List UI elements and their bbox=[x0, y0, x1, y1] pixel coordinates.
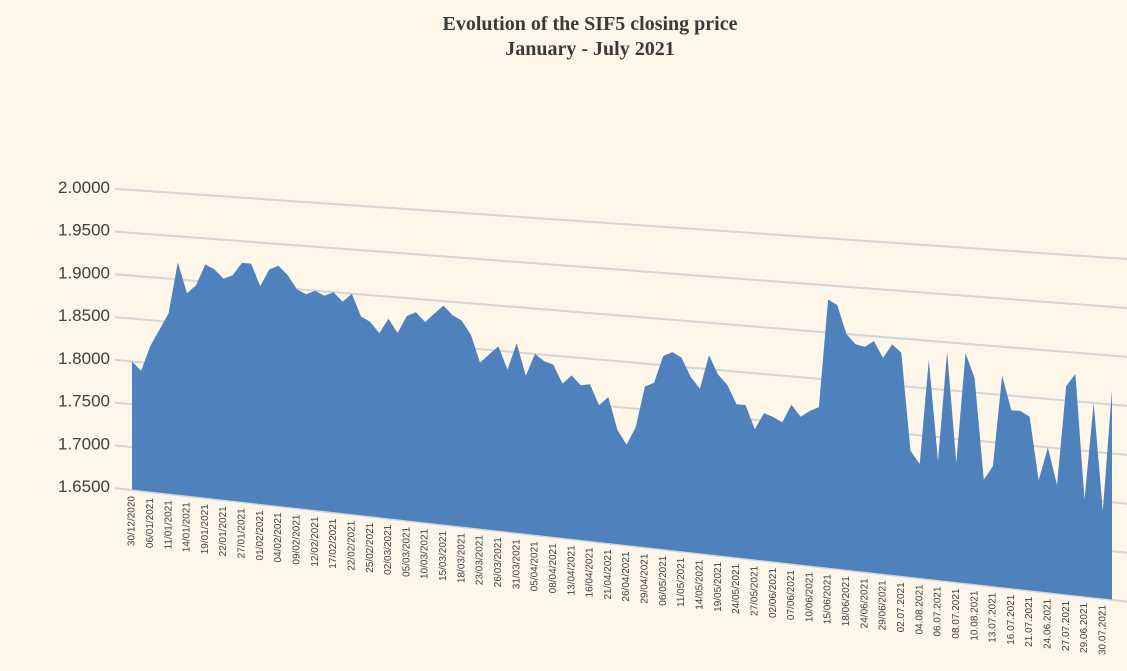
x-tick-label: 11/01/2021 bbox=[163, 500, 174, 550]
x-tick-label: 02/03/2021 bbox=[383, 524, 394, 574]
y-tick-label: 1.8000 bbox=[58, 349, 110, 368]
x-tick-label: 08.07.2021 bbox=[951, 588, 962, 638]
x-tick-label: 26/03/2021 bbox=[493, 537, 504, 587]
y-tick-label: 1.9500 bbox=[58, 221, 110, 240]
y-tick-label: 1.6500 bbox=[58, 477, 110, 496]
x-tick-label: 22/02/2021 bbox=[346, 520, 357, 570]
x-tick-label: 18/06/2021 bbox=[841, 576, 852, 626]
x-tick-label: 04.08.2021 bbox=[914, 584, 925, 634]
x-tick-label: 10/06/2021 bbox=[804, 572, 815, 622]
x-tick-label: 15/06/2021 bbox=[823, 574, 834, 624]
x-tick-label: 24/05/2021 bbox=[731, 563, 742, 613]
x-tick-label: 10/03/2021 bbox=[420, 528, 431, 578]
x-tick-label: 02/06/2021 bbox=[768, 568, 779, 618]
x-tick-label: 23/03/2021 bbox=[475, 535, 486, 585]
x-tick-label: 01/02/2021 bbox=[255, 510, 266, 560]
x-tick-label: 30.07.2021 bbox=[1097, 605, 1108, 655]
x-tick-label: 13/04/2021 bbox=[566, 545, 577, 595]
x-tick-label: 19/01/2021 bbox=[200, 504, 211, 554]
x-axis bbox=[131, 489, 1113, 601]
area bbox=[132, 262, 1112, 600]
x-tick-label: 31/03/2021 bbox=[511, 539, 522, 589]
x-tick-label: 30/12/2020 bbox=[127, 496, 138, 546]
x-tick-label: 02.07.2021 bbox=[896, 582, 907, 632]
x-tick-label: 26/04/2021 bbox=[621, 551, 632, 601]
x-tick-label: 08/04/2021 bbox=[548, 543, 559, 593]
x-tick-label: 09/02/2021 bbox=[292, 514, 303, 564]
x-tick-label: 29/04/2021 bbox=[640, 553, 651, 603]
x-tick-label: 19/05/2021 bbox=[713, 561, 724, 611]
x-tick-label: 14/01/2021 bbox=[182, 502, 193, 552]
x-tick-label: 27/05/2021 bbox=[749, 565, 760, 615]
x-tick-label: 13.07.2021 bbox=[988, 592, 999, 642]
x-tick-label: 18/03/2021 bbox=[456, 533, 467, 583]
y-tick-label: 1.9000 bbox=[58, 263, 110, 282]
x-tick-label: 15/03/2021 bbox=[438, 531, 449, 581]
x-tick-label: 29.06.2021 bbox=[1079, 602, 1090, 652]
x-tick-label: 05/03/2021 bbox=[401, 526, 412, 576]
x-tick-label: 24.06.2021 bbox=[1043, 598, 1054, 648]
x-tick-label: 27.07.2021 bbox=[1061, 600, 1072, 650]
y-tick-label: 1.7000 bbox=[58, 434, 110, 453]
grid-line bbox=[114, 230, 1127, 309]
chart-title: Evolution of the SIF5 closing price bbox=[442, 13, 737, 35]
x-tick-label: 14/05/2021 bbox=[694, 559, 705, 609]
x-tick-label: 25/02/2021 bbox=[365, 522, 376, 572]
y-tick-label: 1.8500 bbox=[58, 306, 110, 325]
y-tick-label: 1.7500 bbox=[58, 392, 110, 411]
x-tick-label: 21/04/2021 bbox=[603, 549, 614, 599]
y-tick-label: 2.0000 bbox=[58, 178, 110, 197]
x-tick-label: 06/05/2021 bbox=[658, 555, 669, 605]
x-tick-label: 16.07.2021 bbox=[1006, 594, 1017, 644]
x-tick-label: 10.08.2021 bbox=[969, 590, 980, 640]
x-tick-label: 04/02/2021 bbox=[273, 512, 284, 562]
x-tick-label: 12/02/2021 bbox=[310, 516, 321, 566]
x-tick-label: 22/01/2021 bbox=[218, 506, 229, 556]
x-tick-label: 27/01/2021 bbox=[237, 508, 248, 558]
x-tick-label: 16/04/2021 bbox=[585, 547, 596, 597]
x-tick-label: 17/02/2021 bbox=[328, 518, 339, 568]
x-tick-label: 11/05/2021 bbox=[676, 557, 687, 607]
x-tick-label: 21.07.2021 bbox=[1024, 596, 1035, 646]
chart-subtitle: January - July 2021 bbox=[505, 38, 674, 60]
x-tick-label: 06.07.2021 bbox=[933, 586, 944, 636]
x-tick-label: 29/06/2021 bbox=[878, 580, 889, 630]
x-tick-label: 24/06/2021 bbox=[859, 578, 870, 628]
x-tick-label: 06/01/2021 bbox=[145, 498, 156, 548]
x-tick-label: 05/04/2021 bbox=[530, 541, 541, 591]
x-tick-label: 07/06/2021 bbox=[786, 570, 797, 620]
grid-line bbox=[114, 187, 1127, 261]
